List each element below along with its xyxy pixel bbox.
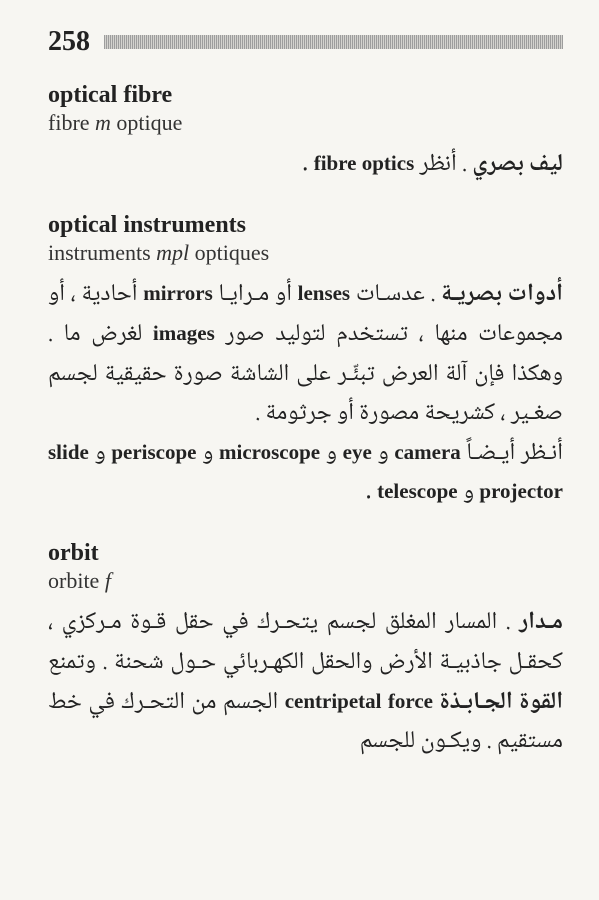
entry-orbit: orbit orbite f مـدار . المسار المغلق لجس… — [48, 540, 563, 763]
term-french: orbite f — [48, 568, 563, 594]
fr-part: optique — [111, 110, 183, 135]
fr-gender: mpl — [156, 240, 189, 265]
term-english: optical instruments — [48, 212, 563, 238]
dictionary-page: 258 optical fibre fibre m optique ليف بص… — [0, 0, 599, 900]
definition-arabic: مـدار . المسار المغلق لجسم يتحـرك في حقل… — [48, 604, 563, 762]
definition-arabic: أدوات بصريـة . عدسـات lenses أو مـرايـا … — [48, 276, 563, 514]
definition-arabic: ليف بصري . أنظر fibre optics . — [48, 146, 563, 186]
term-french: instruments mpl optiques — [48, 240, 563, 266]
entry-optical-instruments: optical instruments instruments mpl opti… — [48, 212, 563, 514]
term-french: fibre m optique — [48, 110, 563, 136]
term-english: optical fibre — [48, 82, 563, 108]
page-header: 258 — [48, 26, 563, 58]
fr-part: fibre — [48, 110, 95, 135]
term-english: orbit — [48, 540, 563, 566]
fr-part: orbite — [48, 568, 105, 593]
fr-part: instruments — [48, 240, 156, 265]
header-ornament-bar — [104, 35, 563, 49]
fr-gender: m — [95, 110, 111, 135]
fr-part: optiques — [189, 240, 269, 265]
page-number: 258 — [48, 26, 90, 58]
entry-optical-fibre: optical fibre fibre m optique ليف بصري .… — [48, 82, 563, 186]
fr-gender: f — [105, 568, 111, 593]
